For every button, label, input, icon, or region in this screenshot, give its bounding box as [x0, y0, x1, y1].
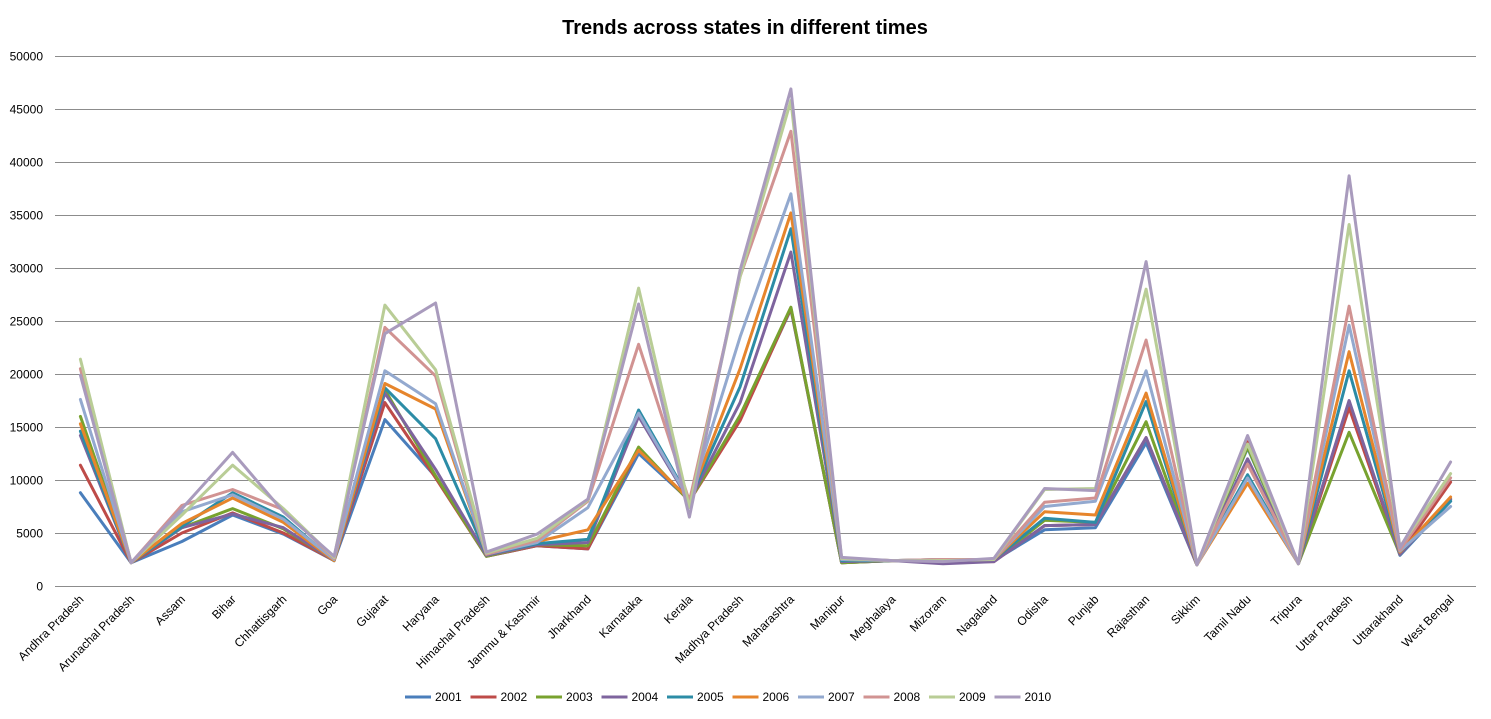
y-tick-label: 50000	[10, 50, 44, 64]
x-tick-label: Karnataka	[596, 592, 645, 641]
x-tick-label: Maharashtra	[739, 592, 797, 650]
y-tick-label: 5000	[16, 527, 43, 541]
y-axis-tick-labels: 0 5000 10000 15000 20000 25000 30000 35000 40000…	[10, 50, 44, 594]
y-tick-label: 15000	[10, 421, 44, 435]
legend-label: 2003	[566, 690, 593, 704]
series-line-2010	[78, 87, 1453, 567]
y-tick-label: 45000	[10, 103, 44, 117]
series-line-2007	[78, 192, 1453, 567]
x-tick-label: Haryana	[400, 592, 442, 634]
legend-label: 2004	[632, 690, 659, 704]
y-tick-label: 10000	[10, 474, 44, 488]
chart-title: Trends across states in different times	[562, 17, 928, 39]
series-line-2001	[78, 307, 1453, 567]
x-tick-label: Chhattisgarh	[231, 592, 289, 650]
x-tick-label: Punjab	[1065, 592, 1102, 629]
legend-label: 2002	[501, 690, 528, 704]
x-tick-label: Goa	[314, 592, 340, 618]
y-tick-label: 30000	[10, 262, 44, 276]
legend-label: 2009	[959, 690, 986, 704]
x-tick-label: Bihar	[209, 592, 239, 622]
legend-label: 2007	[828, 690, 855, 704]
series-line-2008	[78, 129, 1453, 567]
y-tick-label: 20000	[10, 368, 44, 382]
x-tick-label: Meghalaya	[847, 592, 899, 644]
x-tick-label: Odisha	[1014, 592, 1051, 629]
legend-label: 2001	[435, 690, 462, 704]
x-tick-label: Assam	[152, 592, 188, 628]
y-tick-label: 25000	[10, 315, 44, 329]
y-tick-label: 35000	[10, 209, 44, 223]
series-line-2002	[78, 306, 1453, 567]
x-tick-label: Gujarat	[353, 592, 391, 630]
legend: 2001 2002 2003 2004 2005 2006 2007 2008 2009 2010	[405, 690, 1052, 704]
x-tick-label: Mizoram	[907, 592, 949, 634]
y-tick-label: 0	[36, 580, 43, 594]
x-tick-label: Uttarakhand	[1350, 592, 1406, 648]
series-line-2009	[78, 99, 1453, 567]
x-tick-label: West Bengal	[1399, 592, 1457, 650]
series-lines	[78, 87, 1453, 567]
legend-label: 2005	[697, 690, 724, 704]
x-tick-label: Manipur	[807, 592, 848, 633]
legend-label: 2008	[894, 690, 921, 704]
y-tick-label: 40000	[10, 156, 44, 170]
x-tick-label: Kerala	[661, 592, 696, 627]
x-tick-label: Sikkim	[1168, 592, 1203, 627]
x-tick-label: Tamil Nadu	[1201, 592, 1253, 644]
x-tick-label: Nagaland	[954, 592, 1000, 638]
x-tick-label: Tripura	[1268, 592, 1305, 629]
x-tick-label: Rajasthan	[1104, 592, 1152, 640]
x-tick-label: Jharkhand	[544, 592, 594, 642]
legend-label: 2010	[1025, 690, 1052, 704]
legend-label: 2006	[763, 690, 790, 704]
